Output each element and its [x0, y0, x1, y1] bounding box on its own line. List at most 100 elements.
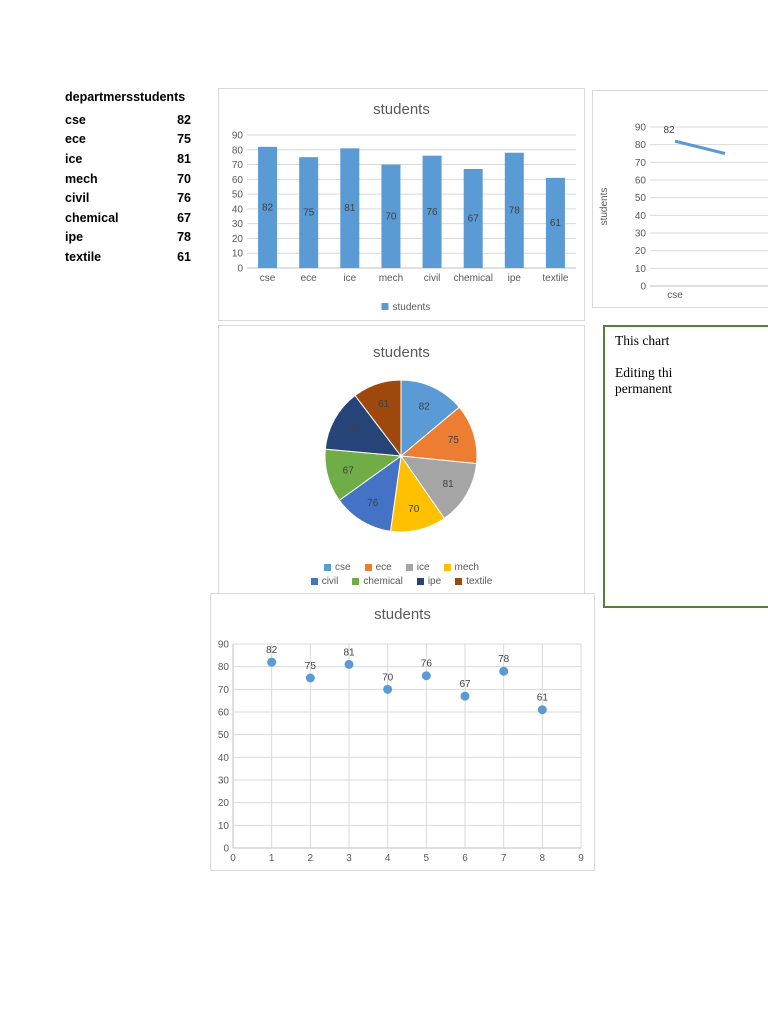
- line-chart: 0 10 20 30 40 50 60 70 80 90 students 82 cse: [592, 90, 768, 308]
- department-cell: cse: [65, 112, 86, 127]
- bar-data-label: 70: [385, 211, 397, 222]
- legend-swatch: [352, 578, 360, 585]
- slice-data-label: 75: [448, 435, 460, 446]
- table-header: departmersstudents: [65, 90, 191, 110]
- slice-data-label: 76: [367, 498, 379, 509]
- y-tick-label: 80: [218, 662, 230, 673]
- y-tick-label: 0: [237, 264, 243, 275]
- table-row: mech 70: [65, 169, 191, 189]
- y-tick-label: 40: [218, 753, 230, 764]
- y-tick-label: 20: [232, 234, 244, 245]
- x-category-label: ece: [301, 273, 318, 284]
- bar-data-label: 61: [550, 218, 562, 229]
- legend-label: ece: [375, 562, 392, 573]
- table-header-students: students: [133, 90, 186, 104]
- x-tick-label: 4: [385, 853, 391, 864]
- scatter-point: [537, 705, 547, 715]
- scatter-point: [267, 657, 277, 667]
- chart-warning-textbox: This chart Editing thi permanent: [603, 325, 768, 608]
- department-cell: textile: [65, 249, 102, 264]
- line-series: [674, 139, 726, 155]
- bar: [258, 146, 278, 268]
- textbox-text-line: permanent: [615, 381, 672, 396]
- legend-item: ece: [364, 562, 392, 573]
- y-tick-label: 10: [232, 249, 244, 260]
- legend-label: ipe: [427, 576, 442, 587]
- point-data-label: 82: [663, 125, 675, 136]
- pie-slice: [399, 455, 478, 520]
- legend-label: students: [393, 302, 431, 313]
- legend-swatch: [455, 578, 463, 585]
- x-tick-label: 6: [462, 853, 468, 864]
- y-tick-label: 90: [635, 123, 647, 134]
- legend-item: ice: [405, 562, 430, 573]
- pie-chart-title: students: [373, 344, 430, 361]
- textbox-text-line: Editing thi: [615, 365, 673, 380]
- y-tick-label: 30: [218, 776, 230, 787]
- y-tick-label: 10: [218, 821, 230, 832]
- x-tick-label: 5: [424, 853, 430, 864]
- department-cell: ece: [65, 132, 86, 147]
- bar-chart-svg: 0 10 20 30 40 50 60 70 80 90 82 cse 75 ece 81 ice 70 mech…: [232, 131, 576, 313]
- pie-chart-canvas: 82 75 81 70 76 67 78 61: [219, 326, 584, 596]
- bar-data-label: 76: [427, 207, 439, 218]
- x-category-label: ice: [343, 273, 356, 284]
- legend-swatch: [310, 578, 318, 585]
- students-cell: 61: [177, 249, 191, 264]
- table-row: civil 76: [65, 188, 191, 208]
- bar: [504, 152, 524, 268]
- y-tick-label: 10: [635, 264, 647, 275]
- x-category-label: cse: [667, 290, 683, 301]
- table-row: ice 81: [65, 149, 191, 169]
- department-cell: ice: [65, 151, 83, 166]
- x-tick-label: 1: [269, 853, 275, 864]
- bar-chart: 0 10 20 30 40 50 60 70 80 90 82 cse 75 ece 81 ice 70 mech…: [218, 88, 585, 321]
- point-data-label: 82: [266, 645, 278, 656]
- scatter-chart-svg: 0 1 2 3 4 5 6 7 8 9010203040506070809082758170766…: [218, 640, 584, 865]
- bar: [381, 164, 401, 268]
- legend-label: chemical: [363, 576, 403, 587]
- scatter-point: [383, 684, 393, 694]
- pie-legend-row: cse ece ice mech: [317, 562, 486, 573]
- scatter-chart-canvas: 0 1 2 3 4 5 6 7 8 9 0 10 20 30 40 50 60 70 80 90 82 75 81 70 76 6…: [211, 594, 594, 870]
- bar-data-label: 81: [344, 203, 356, 214]
- point-data-label: 81: [343, 647, 355, 658]
- students-cell: 67: [177, 210, 191, 225]
- bar: [299, 157, 319, 268]
- y-axis-title: students: [599, 188, 610, 226]
- table-row: ipe 78: [65, 228, 191, 248]
- y-tick-label: 70: [635, 158, 647, 169]
- y-tick-label: 40: [232, 204, 244, 215]
- x-category-label: textile: [542, 273, 569, 284]
- students-cell: 82: [177, 112, 191, 127]
- x-tick-label: 9: [578, 853, 584, 864]
- bar: [545, 177, 565, 268]
- y-tick-label: 50: [218, 730, 230, 741]
- y-tick-label: 50: [232, 190, 244, 201]
- students-cell: 70: [177, 171, 191, 186]
- x-tick-label: 8: [540, 853, 546, 864]
- x-category-label: ipe: [508, 273, 522, 284]
- legend-swatch: [416, 578, 424, 585]
- bar-chart-title: students: [373, 101, 430, 118]
- y-tick-label: 70: [218, 685, 230, 696]
- pie-chart-svg: 82 75 81 70 76 67 78 61: [324, 379, 478, 533]
- slice-data-label: 78: [348, 424, 360, 435]
- slice-data-label: 82: [419, 401, 431, 412]
- line-chart-canvas: 0 10 20 30 40 50 60 70 80 90 students 82 cse: [593, 91, 768, 307]
- bar-data-label: 82: [262, 202, 274, 213]
- point-data-label: 78: [498, 654, 510, 665]
- x-category-label: cse: [260, 273, 276, 284]
- students-cell: 78: [177, 230, 191, 245]
- pie-chart: 82 75 81 70 76 67 78 61 students cse ece ice mech c…: [218, 325, 585, 597]
- table-row: chemical 67: [65, 208, 191, 228]
- x-tick-label: 2: [308, 853, 314, 864]
- legend-swatch: [324, 564, 332, 571]
- y-tick-label: 70: [232, 160, 244, 171]
- department-cell: chemical: [65, 210, 119, 225]
- slice-data-label: 70: [408, 504, 420, 515]
- legend-item: textile: [455, 576, 492, 587]
- legend-label: textile: [466, 576, 493, 587]
- department-cell: civil: [65, 191, 90, 206]
